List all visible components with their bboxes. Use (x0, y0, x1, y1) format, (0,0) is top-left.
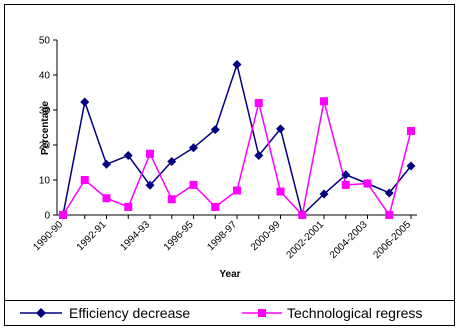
x-axis-title: Year (219, 269, 240, 280)
data-point-technological-regress (254, 99, 263, 107)
legend-frame (4, 300, 455, 326)
data-point-technological-regress (146, 149, 154, 158)
data-point-technological-regress (298, 211, 307, 219)
data-point-efficiency-decrease (102, 159, 111, 169)
data-point-efficiency-decrease (341, 170, 351, 180)
y-tick-label: 20 (39, 141, 51, 152)
y-axis-title: Percentage (40, 101, 51, 155)
data-point-technological-regress (407, 127, 415, 135)
data-point-efficiency-decrease (276, 124, 285, 134)
data-point-technological-regress (363, 179, 372, 188)
data-point-efficiency-decrease (123, 151, 133, 160)
data-point-efficiency-decrease (210, 125, 220, 135)
data-point-efficiency-decrease (145, 180, 155, 190)
data-point-technological-regress (80, 176, 89, 184)
data-point-efficiency-decrease (80, 97, 90, 107)
data-point-technological-regress (102, 194, 111, 203)
data-point-technological-regress (167, 195, 176, 204)
y-ticks: 0 10 20 30 40 50 (39, 36, 57, 222)
data-point-technological-regress (211, 202, 220, 211)
y-tick-label: 0 (44, 211, 50, 222)
y-tick-label: 10 (39, 176, 51, 187)
chart-frame (4, 4, 455, 326)
data-point-technological-regress (341, 180, 350, 189)
data-point-efficiency-decrease (406, 161, 416, 171)
data-point-efficiency-decrease (189, 143, 198, 153)
data-point-efficiency-decrease (254, 151, 264, 160)
legend: Efficiency decrease Technological regres… (4, 300, 455, 326)
series-layer (58, 60, 416, 220)
data-point-efficiency-decrease (384, 188, 394, 198)
data-point-efficiency-decrease (232, 60, 242, 69)
data-point-technological-regress (233, 186, 241, 195)
data-point-technological-regress (59, 211, 67, 219)
data-point-technological-regress (385, 211, 394, 219)
y-tick-label: 50 (39, 36, 51, 47)
data-point-technological-regress (189, 180, 198, 189)
data-point-technological-regress (276, 187, 285, 196)
data-point-technological-regress (320, 97, 328, 106)
y-tick-label: 30 (39, 106, 51, 117)
data-point-technological-regress (124, 202, 133, 211)
legend-label-technological: Technological regress (287, 305, 422, 321)
data-point-efficiency-decrease (167, 156, 177, 166)
legend-marker-efficiency (36, 308, 46, 318)
data-point-efficiency-decrease (319, 189, 329, 199)
y-tick-label: 40 (39, 71, 51, 82)
legend-marker-technological (258, 309, 266, 317)
legend-label-efficiency: Efficiency decrease (69, 305, 190, 321)
